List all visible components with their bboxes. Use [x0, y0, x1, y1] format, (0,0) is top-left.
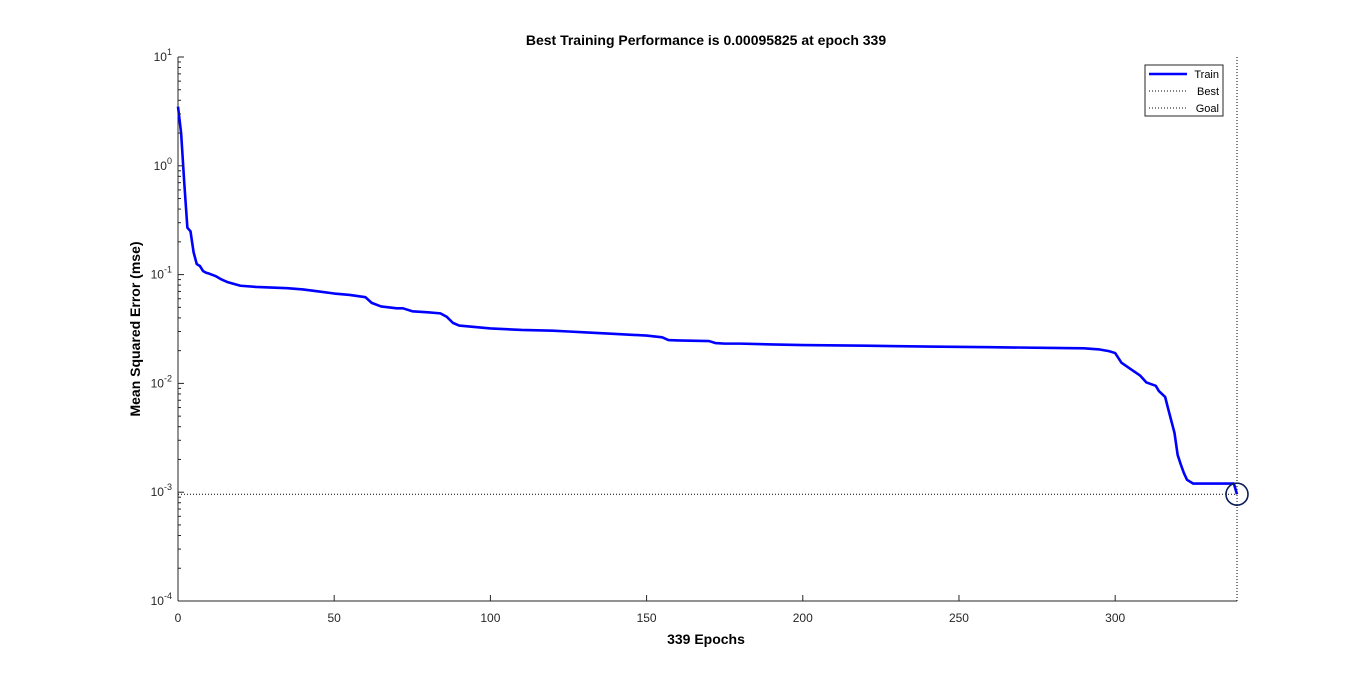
y-tick-label: 10-1: [151, 265, 172, 282]
y-tick-exponent: 1: [167, 47, 172, 57]
plot-area: [177, 57, 1237, 602]
x-tick-label: 0: [175, 611, 182, 625]
x-tick-label: 100: [480, 611, 500, 625]
plot-background: [178, 57, 1237, 601]
y-tick-base: 10: [151, 376, 165, 390]
x-tick-label: 200: [793, 611, 813, 625]
y-tick-exponent: -3: [164, 482, 172, 492]
y-tick-base: 10: [151, 268, 165, 282]
x-tick-label: 300: [1105, 611, 1125, 625]
y-tick-label: 10-3: [151, 482, 172, 499]
legend-label: Best: [1197, 86, 1219, 98]
y-tick-exponent: 0: [167, 156, 172, 166]
train-series-line: [176, 106, 1239, 495]
series-layer: [176, 57, 1249, 601]
y-tick-exponent: -1: [164, 265, 172, 275]
y-tick-label: 100: [154, 156, 172, 173]
y-tick-exponent: -2: [164, 373, 172, 383]
y-tick-label: 10-2: [151, 373, 172, 390]
legend: Train Best Goal: [1144, 64, 1224, 117]
chart-title: Best Training Performance is 0.00095825 …: [526, 32, 887, 48]
y-tick-exponent: -4: [164, 591, 172, 601]
y-tick-base: 10: [154, 50, 168, 64]
x-tick-label: 250: [949, 611, 969, 625]
legend-label: Train: [1194, 69, 1219, 81]
x-tick-label: 50: [328, 611, 342, 625]
y-axis-label: Mean Squared Error (mse): [127, 241, 143, 416]
x-axis-label: 339 Epochs: [667, 631, 745, 647]
x-tick-label: 150: [637, 611, 657, 625]
y-tick-label: 101: [154, 47, 172, 64]
legend-label: Goal: [1196, 103, 1219, 115]
y-tick-label: 10-4: [151, 591, 172, 608]
y-tick-base: 10: [154, 159, 168, 173]
y-tick-base: 10: [151, 485, 165, 499]
y-tick-base: 10: [151, 594, 165, 608]
best-point-marker: [1225, 482, 1249, 507]
